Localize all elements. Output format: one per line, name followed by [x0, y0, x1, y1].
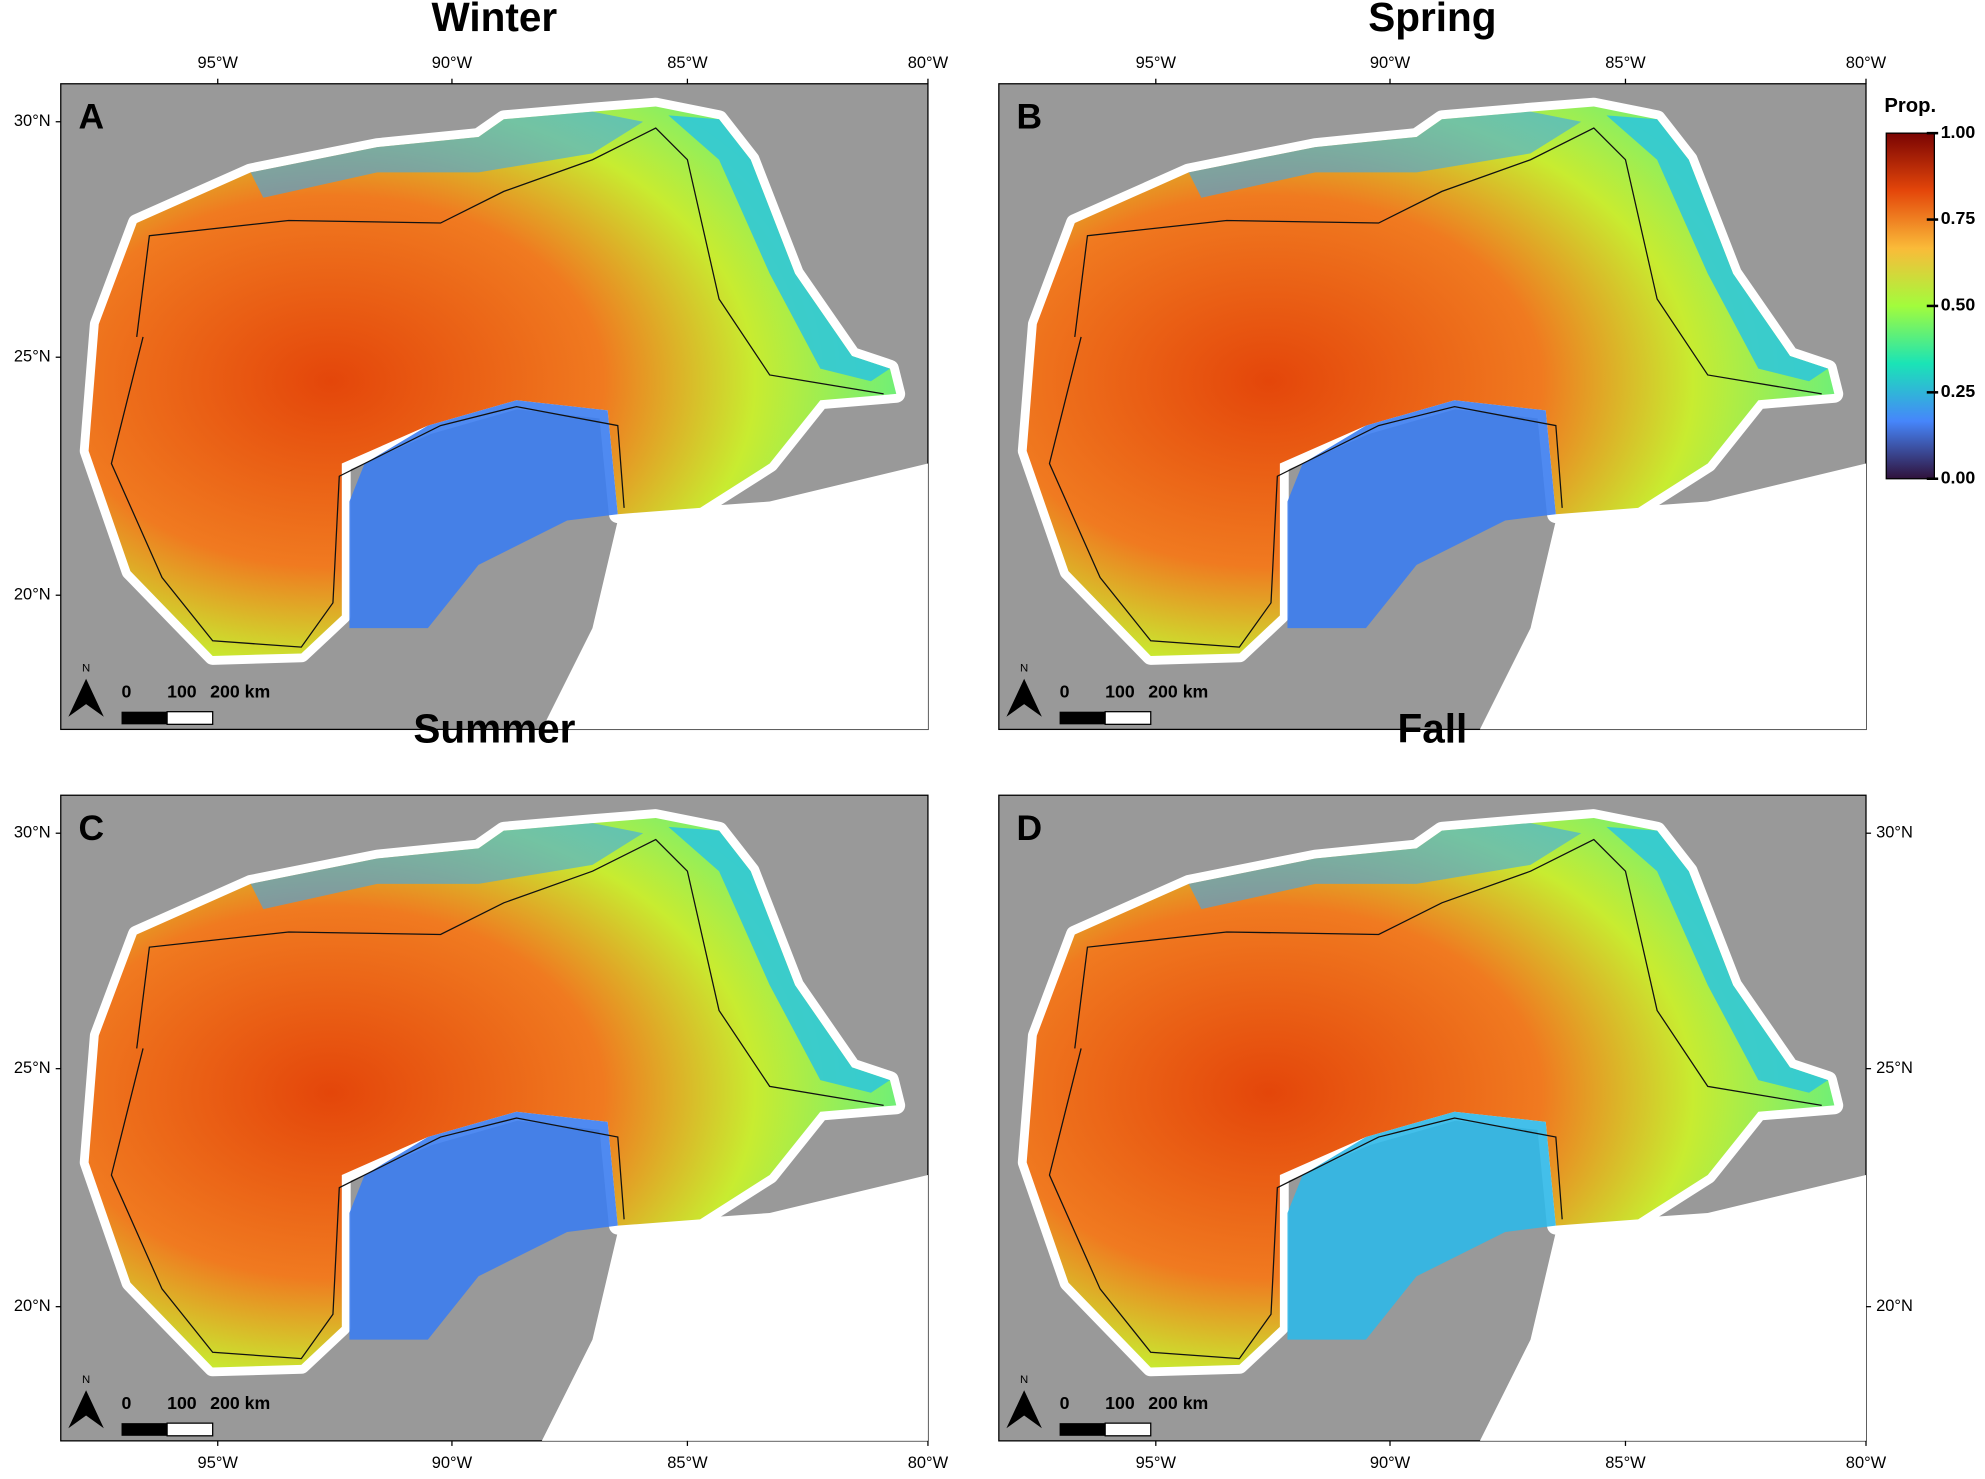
scale-label: 100 — [167, 1393, 197, 1413]
colorbar-title: Prop. — [1884, 95, 1936, 117]
lon-label: 80°W — [908, 1454, 949, 1472]
panel-title: Summer — [413, 706, 575, 752]
lat-label: 20°N — [1876, 1297, 1913, 1315]
lat-label: 25°N — [14, 1059, 51, 1077]
lon-label: 80°W — [908, 54, 949, 72]
panel-title: Winter — [432, 0, 558, 40]
gulf-field — [1026, 106, 1835, 656]
scale-label: 0 — [122, 681, 132, 701]
scale-bar-white — [1104, 1422, 1152, 1437]
shelf-contour — [110, 838, 884, 1360]
lon-label: 85°W — [1605, 1454, 1646, 1472]
map-panel: A N 0 100 200 km 95°W 90°W 85°W 80°W 30°N 25°N 20°N — [14, 54, 949, 731]
caribbean-sea — [541, 463, 928, 730]
scale-label: 200 km — [1148, 681, 1208, 701]
yucatan-shelf — [1287, 400, 1556, 629]
florida-shelf — [1606, 115, 1829, 382]
scale-label: 200 km — [210, 681, 270, 701]
yucatan-shelf — [349, 1111, 618, 1340]
lon-label: 80°W — [1846, 54, 1887, 72]
scale-label: 200 km — [210, 1393, 270, 1413]
scale-label: 100 — [1105, 681, 1135, 701]
north-shelf — [1188, 823, 1582, 910]
scale-bar-white — [166, 1422, 214, 1437]
lat-label: 25°N — [14, 348, 51, 366]
panel-letter: D — [1017, 808, 1043, 848]
lon-label: 95°W — [198, 54, 239, 72]
lon-label: 90°W — [1370, 54, 1411, 72]
scale-label: 0 — [1060, 1393, 1070, 1413]
gulf-field — [1026, 818, 1835, 1368]
scale-bar-black — [1059, 1423, 1106, 1436]
florida-shelf — [668, 826, 890, 1093]
north-label: N — [82, 1374, 90, 1386]
lon-label: 85°W — [667, 1454, 708, 1472]
scale-label: 100 — [1105, 1393, 1135, 1413]
lon-label: 80°W — [1846, 1454, 1887, 1472]
colorbar-label: 0.50 — [1941, 295, 1976, 315]
lon-label: 95°W — [198, 1454, 239, 1472]
caribbean-sea — [1479, 1175, 1867, 1441]
shelf-contour — [110, 127, 884, 648]
lon-label: 90°W — [432, 54, 473, 72]
north-arrow — [68, 678, 104, 717]
north-shelf — [1188, 111, 1582, 198]
lon-label: 85°W — [667, 54, 708, 72]
north-arrow — [1006, 1390, 1042, 1429]
lon-label: 90°W — [432, 1454, 473, 1472]
scale-bar-black — [1059, 711, 1106, 725]
florida-shelf — [668, 115, 890, 382]
panel-letter: A — [78, 97, 104, 137]
colorbar-label: 0.00 — [1941, 467, 1976, 487]
lon-label: 95°W — [1136, 1454, 1177, 1472]
shelf-contour — [1048, 838, 1822, 1360]
scale-bar-white — [1104, 711, 1152, 725]
map-panel: C N 0 100 200 km 95°W 90°W 85°W 80°W 30°N 25°N 20°N — [14, 794, 949, 1472]
north-label: N — [82, 663, 90, 675]
lon-label: 90°W — [1370, 1454, 1411, 1472]
north-shelf — [250, 111, 644, 198]
scale-bar-white — [166, 711, 214, 725]
north-label: N — [1020, 663, 1028, 675]
colorbar — [1885, 132, 1935, 480]
shelf-contour — [1048, 127, 1822, 648]
colorbar-label: 0.25 — [1941, 381, 1976, 401]
panel-letter: C — [78, 808, 104, 848]
panel-title: Fall — [1398, 706, 1468, 752]
colorbar-label: 0.75 — [1941, 208, 1976, 228]
north-arrow — [68, 1390, 104, 1429]
scale-label: 200 km — [1148, 1393, 1208, 1413]
panel-letter: B — [1017, 97, 1043, 137]
yucatan-shelf — [1287, 1111, 1556, 1340]
scale-label: 0 — [122, 1393, 132, 1413]
map-panel: D N 0 100 200 km 95°W 90°W 85°W 80°W 30°N 25°N 20°N — [998, 794, 1913, 1472]
lat-label: 30°N — [14, 112, 51, 130]
scale-bar-black — [121, 711, 168, 725]
gulf-field — [88, 106, 897, 656]
caribbean-sea — [1479, 463, 1867, 730]
map-panel: B N 0 100 200 km 95°W 90°W 85°W 80°W — [998, 54, 1887, 731]
lon-label: 95°W — [1136, 54, 1177, 72]
caribbean-sea — [541, 1175, 928, 1441]
lat-label: 30°N — [14, 824, 51, 842]
lat-label: 20°N — [14, 1297, 51, 1315]
lat-label: 25°N — [1876, 1059, 1913, 1077]
scale-bar-black — [121, 1423, 168, 1436]
yucatan-shelf — [349, 400, 618, 629]
lat-label: 20°N — [14, 586, 51, 604]
colorbar-label: 1.00 — [1941, 122, 1976, 142]
scale-label: 100 — [167, 681, 197, 701]
scale-label: 0 — [1060, 681, 1070, 701]
lat-label: 30°N — [1876, 824, 1913, 842]
lon-label: 85°W — [1605, 54, 1646, 72]
north-arrow — [1006, 678, 1042, 717]
florida-shelf — [1606, 826, 1829, 1093]
panel-title: Spring — [1368, 0, 1496, 40]
north-label: N — [1020, 1374, 1028, 1386]
north-shelf — [250, 823, 644, 910]
gulf-field — [88, 818, 897, 1368]
